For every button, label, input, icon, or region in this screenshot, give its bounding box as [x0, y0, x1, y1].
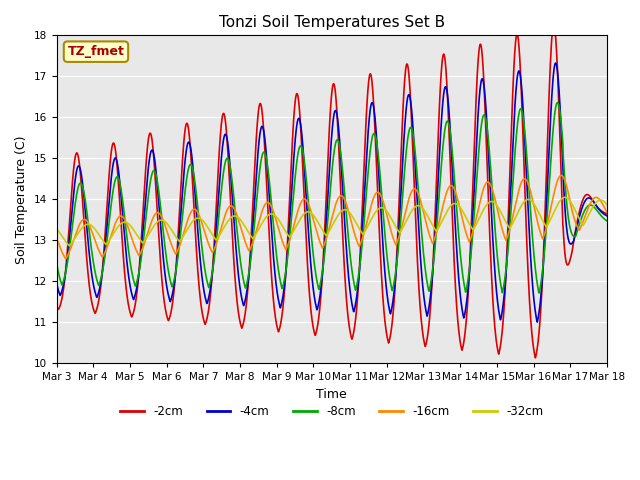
-8cm: [588, 202, 595, 208]
-4cm: [81, 201, 88, 206]
-2cm: [588, 195, 595, 201]
-2cm: [321, 239, 328, 244]
-32cm: [52, 226, 60, 232]
-4cm: [603, 213, 611, 219]
-8cm: [486, 156, 493, 161]
-32cm: [603, 202, 611, 208]
-8cm: [321, 255, 328, 261]
-8cm: [554, 100, 561, 106]
X-axis label: Time: Time: [316, 388, 347, 401]
-16cm: [52, 235, 60, 241]
Y-axis label: Soil Temperature (C): Soil Temperature (C): [15, 135, 28, 264]
-2cm: [513, 33, 520, 38]
-4cm: [306, 246, 314, 252]
-4cm: [486, 180, 493, 186]
-2cm: [52, 302, 60, 308]
-16cm: [62, 256, 70, 262]
-16cm: [486, 181, 494, 187]
-2cm: [603, 211, 611, 217]
-16cm: [306, 205, 314, 211]
-16cm: [588, 198, 595, 204]
-8cm: [535, 290, 543, 296]
-32cm: [486, 199, 494, 204]
-8cm: [306, 213, 314, 219]
-32cm: [321, 230, 328, 236]
-2cm: [306, 293, 314, 299]
-8cm: [52, 260, 60, 265]
-2cm: [531, 355, 539, 361]
Line: -8cm: -8cm: [56, 103, 607, 293]
-2cm: [81, 228, 88, 233]
-32cm: [306, 209, 314, 215]
Line: -16cm: -16cm: [56, 175, 607, 259]
-4cm: [588, 196, 595, 202]
Legend: -2cm, -4cm, -8cm, -16cm, -32cm: -2cm, -4cm, -8cm, -16cm, -32cm: [115, 401, 548, 423]
-32cm: [588, 206, 595, 212]
Line: -32cm: -32cm: [56, 197, 607, 246]
Line: -4cm: -4cm: [56, 63, 607, 322]
-4cm: [552, 60, 559, 66]
-8cm: [81, 193, 88, 199]
-16cm: [588, 199, 595, 204]
-2cm: [588, 195, 595, 201]
-4cm: [588, 196, 595, 202]
-32cm: [588, 207, 595, 213]
-16cm: [603, 209, 611, 215]
-8cm: [588, 203, 595, 208]
-16cm: [321, 241, 328, 247]
-2cm: [486, 236, 493, 242]
-32cm: [81, 222, 89, 228]
-16cm: [557, 172, 565, 178]
-4cm: [533, 319, 541, 325]
Title: Tonzi Soil Temperatures Set B: Tonzi Soil Temperatures Set B: [219, 15, 445, 30]
-8cm: [603, 218, 611, 224]
-4cm: [52, 280, 60, 286]
-32cm: [66, 243, 74, 249]
-4cm: [321, 251, 328, 256]
Line: -2cm: -2cm: [56, 36, 607, 358]
-16cm: [81, 216, 89, 222]
-32cm: [561, 194, 569, 200]
Text: TZ_fmet: TZ_fmet: [68, 45, 124, 58]
